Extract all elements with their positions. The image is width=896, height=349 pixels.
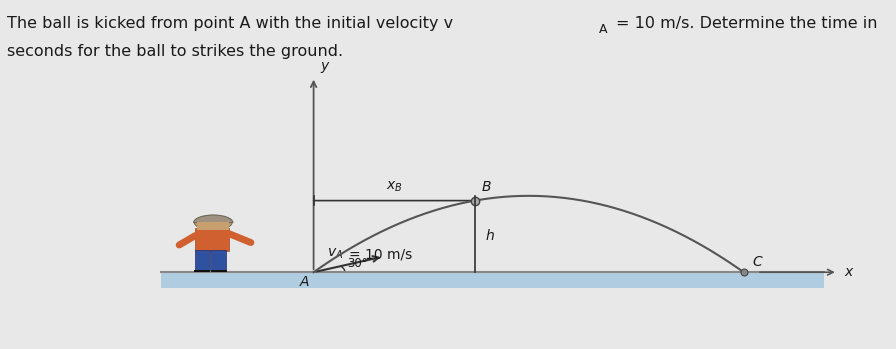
Bar [195,250,210,270]
Text: x: x [844,265,852,279]
Bar [197,222,229,230]
Bar [211,250,226,270]
Text: h: h [486,229,495,243]
Text: The ball is kicked from point A with the initial velocity v: The ball is kicked from point A with the… [7,16,453,31]
Text: A: A [599,23,607,36]
Bar [211,270,227,272]
Text: seconds for the ball to strikes the ground.: seconds for the ball to strikes the grou… [7,44,343,59]
Circle shape [194,215,232,230]
Text: $x_B$: $x_B$ [386,180,402,194]
Text: = 10 m/s. Determine the time in: = 10 m/s. Determine the time in [616,16,878,31]
Wedge shape [194,215,233,223]
Text: $v_A$: $v_A$ [327,247,343,261]
Text: = 10 m/s: = 10 m/s [349,247,413,261]
Text: A: A [299,275,309,289]
Text: y: y [320,59,328,73]
Bar [194,270,210,272]
Text: 30°: 30° [348,257,368,270]
Text: B: B [482,180,492,194]
Text: C: C [753,255,762,269]
Bar [161,272,824,288]
Bar [195,228,229,251]
